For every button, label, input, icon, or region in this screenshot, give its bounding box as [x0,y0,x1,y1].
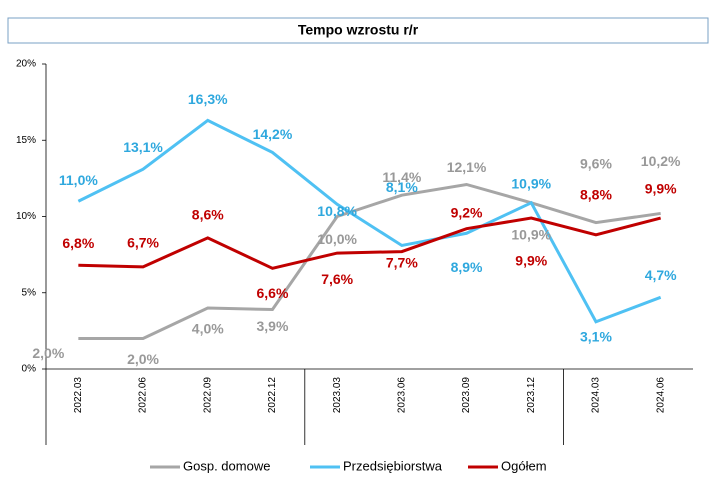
series-line [77,118,662,324]
y-tick-label: 0% [22,364,37,375]
x-tick-label: 2022.06 [138,377,149,414]
data-label: 8,1% [386,179,418,195]
title-box [7,17,709,44]
y-tick-label: 20% [16,59,36,70]
chart-title: Tempo wzrostu r/r [298,22,419,38]
data-label: 11,4% [382,169,421,185]
data-label: 6,8% [62,235,94,251]
data-label: 11,0% [59,172,98,188]
x-tick-label: 2023.12 [526,377,537,414]
legend-label: Ogółem [501,458,547,473]
x-tick-label: 2022.03 [73,377,84,414]
data-label: 8,9% [451,259,483,275]
data-label: 9,6% [580,155,612,171]
data-label: 14,2% [253,126,293,142]
data-label: 9,9% [515,253,547,269]
data-label: 8,6% [192,207,224,223]
data-label: 10,0% [317,231,357,247]
x-tick-label: 2023.03 [332,377,343,414]
data-label: 10,8% [317,203,357,219]
x-tick-label: 2024.06 [655,377,666,414]
data-label: 4,0% [192,321,224,337]
data-label: 13,1% [123,139,163,155]
series-line [78,216,662,270]
x-tick-label: 2022.12 [267,377,278,414]
y-tick-label: 5% [22,287,37,298]
data-label: 4,7% [645,267,677,283]
data-label: 12,1% [447,159,487,175]
data-label: 8,8% [580,187,612,203]
data-label: 6,7% [127,235,159,251]
data-label: 6,6% [256,285,288,301]
data-label: 10,9% [511,175,551,191]
x-tick-label: 2023.09 [461,377,472,414]
series-line [78,182,661,340]
data-label: 16,3% [188,91,228,107]
y-tick-label: 10% [16,211,36,222]
legend-label: Gosp. domowe [183,458,270,473]
data-label: 9,9% [645,181,677,197]
data-label: 10,9% [511,226,551,242]
data-label: 10,2% [641,153,681,169]
data-label: 3,1% [580,328,612,344]
x-tick-label: 2022.09 [202,377,213,414]
data-label: 7,7% [386,254,418,270]
data-label: 7,6% [321,271,353,287]
y-tick-label: 15% [16,135,36,146]
data-label: 2,0% [127,351,159,367]
x-tick-label: 2023.06 [396,377,407,414]
data-label: 3,9% [256,318,288,334]
x-tick-label: 2024.03 [591,377,602,414]
legend-label: Przedsiębiorstwa [343,458,443,473]
data-label: 2,0% [32,345,64,361]
data-label: 9,2% [451,204,483,220]
